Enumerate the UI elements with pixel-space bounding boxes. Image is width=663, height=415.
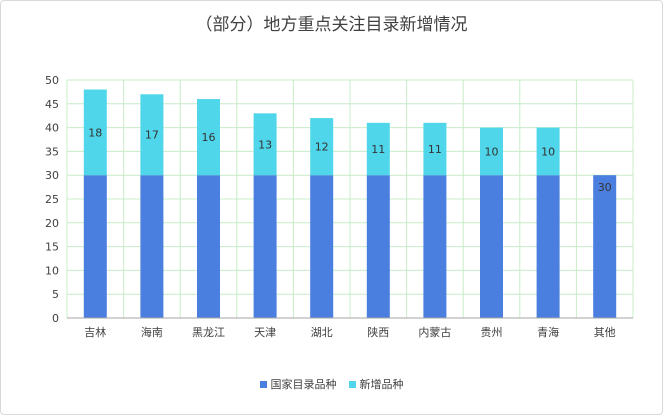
bar-national (83, 175, 107, 318)
x-tick-label: 贵州 (481, 326, 503, 339)
bar-new (480, 127, 503, 176)
y-tick-label: 35 (45, 145, 59, 158)
data-label: 10 (485, 145, 499, 158)
y-tick-label: 25 (45, 193, 59, 206)
bar-national (536, 175, 560, 318)
x-tick-label: 吉林 (84, 325, 106, 339)
data-label: 12 (315, 141, 329, 154)
bar-national (310, 175, 334, 318)
y-tick-label: 5 (52, 288, 59, 301)
bar-national (140, 175, 164, 318)
x-tick-label: 海南 (141, 325, 163, 339)
legend-item-new: 新增品种 (348, 376, 404, 392)
bar-new (83, 89, 107, 176)
legend-item-national: 国家目录品种 (259, 376, 337, 392)
x-tick-label: 黑龙江 (192, 326, 225, 339)
legend-label-new: 新增品种 (359, 378, 404, 391)
x-tick-label: 陕西 (367, 325, 389, 339)
y-tick-label: 30 (45, 169, 59, 182)
data-label: 17 (145, 129, 159, 142)
x-tick-label: 其他 (594, 326, 616, 339)
legend-swatch-national (259, 380, 267, 388)
chart-title: （部分）地方重点关注目录新增情况 (195, 15, 468, 35)
y-tick-label: 20 (45, 217, 59, 230)
x-tick-label: 天津 (254, 326, 276, 339)
y-tick-label: 0 (52, 312, 59, 325)
bar-new (197, 99, 220, 176)
data-label: 11 (371, 143, 385, 156)
data-label: 30 (598, 181, 612, 194)
x-tick-label: 青海 (537, 325, 559, 339)
x-tick-label: 湖北 (311, 326, 333, 339)
axes: 0 5 10 15 20 25 30 35 40 45 50 吉林 海南 黑龙江 天津 湖北 陕西 内蒙古 贵州 青海… (45, 74, 633, 339)
bar-new (366, 122, 390, 176)
y-tick-label: 50 (45, 74, 59, 87)
bar-national (366, 175, 390, 318)
legend-label-national: 国家目录品种 (270, 378, 337, 391)
bar-new (423, 122, 447, 176)
bar-new (140, 94, 164, 176)
y-tick-label: 45 (45, 98, 59, 111)
data-label: 13 (258, 138, 272, 151)
data-label: 18 (88, 126, 102, 139)
bar-national (423, 175, 447, 318)
bar-national (480, 175, 503, 318)
y-tick-label: 10 (45, 264, 59, 277)
y-tick-label: 15 (45, 241, 59, 254)
bars (83, 89, 617, 318)
bar-new (536, 127, 560, 176)
data-label: 11 (428, 143, 442, 156)
bar-national (253, 175, 277, 318)
bar-national (197, 175, 220, 318)
bar-new (253, 113, 277, 176)
x-tick-label: 内蒙古 (418, 325, 451, 339)
data-label: 10 (541, 145, 555, 158)
bar-new (310, 118, 334, 176)
legend-swatch-new (348, 380, 356, 388)
y-tick-label: 40 (45, 122, 59, 135)
bar-national (593, 175, 617, 318)
data-label: 16 (202, 131, 216, 144)
legend: 国家目录品种 新增品种 (0, 376, 663, 392)
data-labels: 18 17 16 13 12 11 11 10 10 30 (88, 126, 611, 194)
